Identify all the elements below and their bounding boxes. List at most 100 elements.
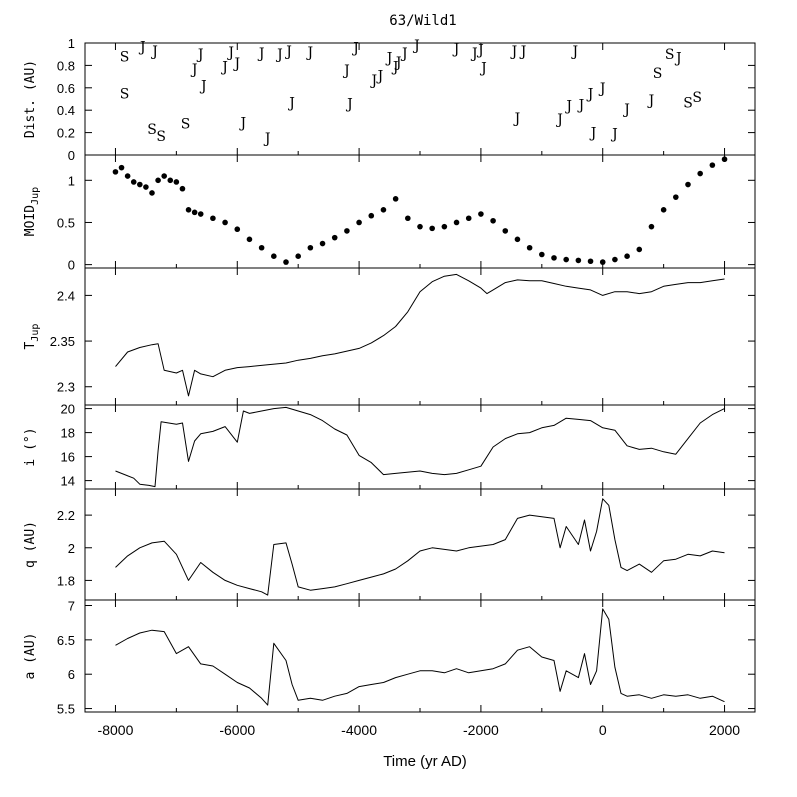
moid-point-19 [258, 244, 265, 251]
moid-point-1 [118, 164, 125, 171]
panel-q: 1.8 2 2.2 q (AU) [23, 488, 756, 601]
panel-moid-ylabel: MOIDJup [23, 187, 41, 236]
moid-point-51 [648, 223, 655, 230]
encounter-marker-11: J [226, 45, 234, 61]
moid-point-16 [222, 219, 228, 226]
moid-point-33 [429, 225, 435, 232]
panel-incl-ylabel: i (°) [23, 427, 38, 466]
moid-point-43 [551, 255, 557, 261]
encounter-marker-18: J [287, 95, 295, 111]
encounter-marker-28: J [400, 46, 408, 62]
moid-point-21 [283, 259, 289, 265]
panel-q-series-line [115, 498, 725, 596]
panel-tjup-series-line [115, 273, 725, 397]
panel-a-ytick-label: 6 [68, 667, 75, 682]
encounter-marker-19: J [306, 45, 314, 61]
encounter-marker-14: J [257, 46, 265, 62]
moid-point-38 [490, 217, 496, 224]
moid-point-29 [380, 207, 387, 213]
moid-point-50 [636, 246, 643, 253]
moid-point-2 [124, 173, 131, 179]
panel-incl: 14 16 18 20 i (°) [23, 402, 756, 490]
moid-point-6 [149, 190, 155, 196]
panel-incl-ytick-label: 16 [61, 450, 75, 465]
panel-q-ytick-label: 2.2 [57, 508, 75, 523]
encounter-marker-7: J [190, 62, 198, 78]
panel-a-ylabel: a (AU) [23, 633, 38, 680]
encounter-marker-15: J [263, 131, 271, 147]
moid-point-5 [143, 184, 149, 190]
panel-tjup-ytick-label: 2.4 [57, 288, 75, 303]
moid-point-37 [478, 211, 484, 217]
moid-point-45 [575, 257, 582, 264]
xtick-label: -8000 [98, 722, 134, 738]
moid-point-18 [246, 236, 253, 243]
panel-dist-ytick-label: 0.2 [57, 126, 75, 141]
encounter-marker-39: J [571, 44, 579, 60]
moid-point-48 [612, 256, 618, 263]
encounter-marker-47: S [653, 66, 663, 82]
encounter-marker-30: J [452, 42, 460, 58]
encounter-marker-48: S [665, 47, 675, 63]
panel-q-ytick-label: 2 [68, 541, 75, 556]
moid-point-27 [356, 219, 362, 226]
moid-point-31 [405, 215, 411, 222]
moid-point-23 [307, 244, 314, 251]
xtick-label: 2000 [709, 722, 740, 738]
encounter-marker-16: J [275, 47, 283, 63]
moid-point-20 [271, 253, 277, 259]
encounter-marker-41: J [586, 86, 594, 102]
encounter-marker-8: J [196, 47, 204, 63]
encounter-marker-43: J [598, 81, 606, 97]
moid-point-41 [526, 244, 533, 251]
panel-tjup-ylabel: TJup [23, 324, 41, 350]
moid-point-15 [210, 215, 216, 222]
moid-point-46 [587, 258, 594, 265]
encounter-marker-1: S [120, 86, 130, 102]
encounter-marker-26: J [391, 60, 399, 76]
encounter-marker-3: J [150, 44, 158, 60]
encounter-marker-40: J [577, 98, 585, 114]
panel-a-ytick-label: 7 [68, 598, 75, 613]
encounter-marker-45: J [622, 102, 630, 118]
xtick-label: -4000 [341, 722, 377, 738]
moid-point-55 [697, 170, 703, 177]
encounter-marker-31: J [470, 46, 478, 62]
panel-moid-ytick-label: 0 [68, 258, 75, 273]
panel-dist-frame [84, 42, 756, 156]
panel-a-ytick-label: 6.5 [57, 633, 75, 648]
encounter-marker-36: J [519, 44, 527, 60]
moid-point-32 [417, 223, 423, 230]
moid-point-40 [514, 236, 521, 243]
panel-q-frame [84, 488, 756, 601]
panel-dist-ytick-label: 1 [68, 36, 75, 51]
moid-point-4 [137, 181, 143, 188]
encounter-marker-42: J [589, 126, 597, 142]
panel-tjup-ytick-label: 2.3 [57, 380, 75, 395]
x-axis-label: Time (yr AD) [383, 753, 467, 770]
moid-point-52 [660, 207, 667, 213]
panel-tjup-ytick-label: 2.35 [50, 334, 75, 349]
panel-moid-ylabel-sub: Jup [30, 187, 41, 205]
moid-point-56 [709, 162, 716, 168]
encounter-marker-21: J [345, 96, 353, 112]
encounter-marker-12: J [232, 56, 240, 72]
moid-point-17 [234, 226, 241, 233]
encounter-marker-32: J [476, 43, 484, 59]
encounter-marker-46: J [647, 93, 655, 109]
moid-point-53 [673, 194, 679, 200]
encounter-marker-20: J [342, 63, 350, 79]
panel-dist-ytick-label: 0 [68, 148, 75, 163]
panel-tjup-ylabel-sub: Jup [30, 324, 41, 342]
panel-dist-ytick-label: 0.8 [57, 58, 75, 73]
moid-point-24 [319, 240, 326, 247]
encounter-marker-25: J [385, 51, 393, 67]
moid-point-10 [173, 179, 180, 185]
panel-incl-ytick-label: 20 [61, 402, 75, 417]
encounter-marker-49: J [674, 51, 682, 67]
encounter-marker-24: J [376, 68, 384, 84]
encounter-marker-4: S [147, 122, 157, 138]
